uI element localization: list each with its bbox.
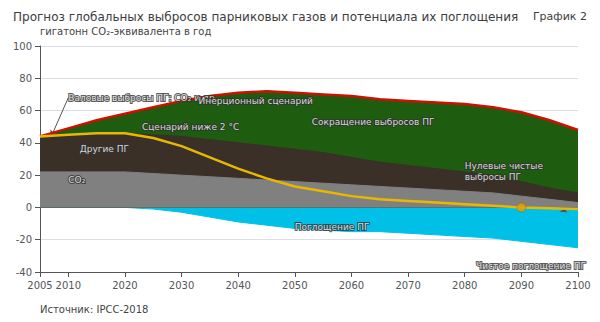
svg-text:Источник: IPCC-2018: Источник: IPCC-2018: [40, 304, 148, 315]
svg-text:Нулевые чистые: Нулевые чистые: [465, 161, 544, 171]
svg-text:2005: 2005: [27, 280, 52, 291]
svg-text:Чистое поглощение ПГ: Чистое поглощение ПГ: [476, 261, 586, 271]
svg-text:Прогноз глобальных выбросов па: Прогноз глобальных выбросов парниковых г…: [13, 10, 518, 24]
svg-text:Инерционный сценарий: Инерционный сценарий: [199, 96, 314, 106]
svg-text:Поглощение ПГ: Поглощение ПГ: [295, 222, 370, 232]
svg-text:2030: 2030: [169, 280, 194, 291]
svg-text:20: 20: [19, 170, 32, 181]
svg-text:CO₂: CO₂: [68, 175, 85, 185]
svg-text:Валовые выбросы ПГ: CO₂ и др.: Валовые выбросы ПГ: CO₂ и др.: [68, 93, 217, 103]
svg-text:2090: 2090: [509, 280, 534, 291]
svg-text:-40: -40: [16, 267, 32, 278]
svg-text:0: 0: [26, 202, 32, 213]
svg-text:2080: 2080: [452, 280, 477, 291]
svg-text:2050: 2050: [282, 280, 307, 291]
svg-text:60: 60: [19, 105, 32, 116]
svg-text:100: 100: [13, 41, 32, 52]
svg-text:Сценарий ниже 2 °C: Сценарий ниже 2 °C: [142, 122, 239, 132]
svg-text:выбросы ПГ: выбросы ПГ: [465, 172, 521, 182]
svg-text:2040: 2040: [225, 280, 250, 291]
svg-text:2020: 2020: [112, 280, 137, 291]
svg-text:гигатонн CO₂-эквивалента в год: гигатонн CO₂-эквивалента в год: [40, 26, 211, 37]
svg-text:2070: 2070: [395, 280, 420, 291]
svg-text:Другие ПГ: Другие ПГ: [80, 144, 129, 154]
svg-text:80: 80: [19, 73, 32, 84]
svg-text:40: 40: [19, 137, 32, 148]
svg-text:2010: 2010: [56, 280, 81, 291]
svg-text:2060: 2060: [339, 280, 364, 291]
svg-text:График 2: График 2: [533, 10, 587, 23]
svg-text:2100: 2100: [565, 280, 590, 291]
svg-text:-20: -20: [16, 234, 32, 245]
svg-text:Сокращение выбросов ПГ: Сокращение выбросов ПГ: [312, 117, 435, 127]
